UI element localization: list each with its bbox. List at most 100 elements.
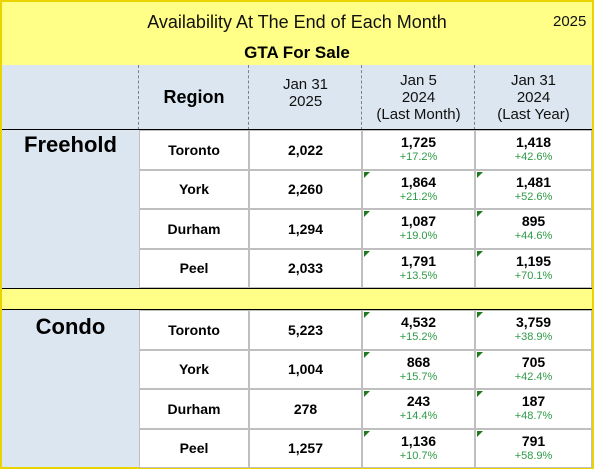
comment-marker-icon bbox=[364, 351, 370, 358]
region-cell: Durham bbox=[139, 209, 249, 249]
last-month-value: 868 bbox=[406, 353, 431, 370]
comment-marker-icon bbox=[364, 171, 370, 178]
last-month-value: 243 bbox=[406, 393, 431, 409]
current-value-cell: 1,294 bbox=[249, 209, 362, 249]
current-value-cell: 5,223 bbox=[249, 310, 362, 350]
last-month-cell: 868 +15.7% bbox=[362, 349, 475, 389]
comment-marker-icon bbox=[477, 171, 483, 178]
comment-marker-icon bbox=[477, 211, 483, 217]
comment-marker-icon bbox=[364, 391, 370, 397]
last-year-cell: 187 +48.7% bbox=[475, 389, 592, 429]
last-month-change: +19.0% bbox=[399, 230, 438, 242]
last-year-header-line-1: Jan 31 bbox=[510, 72, 557, 89]
header-bottom-rule bbox=[2, 129, 592, 130]
last-month-value: 4,532 bbox=[400, 314, 437, 330]
last-month-column-header: Jan 5 2024 (Last Month) bbox=[362, 65, 475, 130]
comment-marker-icon bbox=[477, 391, 483, 397]
region-column-header: Region bbox=[163, 87, 225, 107]
current-header-line-1: Jan 31 bbox=[282, 76, 329, 93]
comment-marker-icon bbox=[364, 430, 370, 437]
last-year-change: +42.4% bbox=[514, 370, 553, 383]
last-month-change: +14.4% bbox=[399, 410, 438, 422]
region-cell: Toronto bbox=[139, 310, 249, 350]
group-label-cell-condo bbox=[2, 310, 139, 467]
last-month-change: +15.7% bbox=[399, 370, 438, 383]
header-divider bbox=[138, 65, 139, 130]
last-month-change: +10.7% bbox=[399, 449, 438, 462]
last-year-value: 187 bbox=[521, 393, 546, 409]
header-row bbox=[2, 65, 592, 130]
current-value-cell: 278 bbox=[249, 389, 362, 429]
last-month-cell: 1,136 +10.7% bbox=[362, 428, 475, 468]
region-cell: Durham bbox=[139, 389, 249, 429]
last-year-value: 895 bbox=[521, 213, 546, 229]
last-year-value: 791 bbox=[521, 432, 546, 449]
last-month-value: 1,725 bbox=[400, 134, 437, 150]
last-year-cell: 791 +58.9% bbox=[475, 428, 592, 468]
last-month-header-line-1: Jan 5 bbox=[400, 72, 437, 89]
last-month-cell: 1,087 +19.0% bbox=[362, 209, 475, 249]
last-year-cell: 895 +44.6% bbox=[475, 209, 592, 249]
last-year-cell: 3,759 +38.9% bbox=[475, 310, 592, 350]
title-band bbox=[2, 2, 592, 65]
current-value-cell: 1,004 bbox=[249, 349, 362, 389]
last-month-change: +13.5% bbox=[399, 269, 438, 282]
last-year-cell: 705 +42.4% bbox=[475, 349, 592, 389]
current-value-cell: 2,033 bbox=[249, 248, 362, 288]
last-month-cell: 243 +14.4% bbox=[362, 389, 475, 429]
last-year-value: 1,481 bbox=[515, 173, 552, 190]
comment-marker-icon bbox=[364, 211, 370, 217]
last-year-change: +44.6% bbox=[514, 230, 553, 242]
table-subtitle: GTA For Sale bbox=[244, 43, 350, 62]
last-year-value: 3,759 bbox=[515, 314, 552, 330]
last-month-change: +17.2% bbox=[399, 151, 438, 163]
last-year-change: +42.6% bbox=[514, 151, 553, 163]
last-year-change: +38.9% bbox=[514, 331, 553, 343]
last-month-header-line-2: 2024 bbox=[401, 89, 436, 106]
last-year-value: 705 bbox=[521, 353, 546, 370]
current-value-cell: 1,257 bbox=[249, 428, 362, 468]
region-cell: Toronto bbox=[139, 130, 249, 170]
region-cell: York bbox=[139, 349, 249, 389]
last-year-change: +48.7% bbox=[514, 410, 553, 422]
current-column-header: Jan 31 2025 bbox=[249, 65, 362, 130]
last-year-change: +58.9% bbox=[514, 449, 553, 462]
group-separator bbox=[2, 288, 592, 310]
region-cell: Peel bbox=[139, 248, 249, 288]
region-cell: Peel bbox=[139, 428, 249, 468]
current-value-cell: 2,022 bbox=[249, 130, 362, 170]
last-year-change: +70.1% bbox=[514, 269, 553, 282]
header-divider bbox=[474, 65, 475, 130]
comment-marker-icon bbox=[477, 351, 483, 358]
last-month-cell: 4,532 +15.2% bbox=[362, 310, 475, 350]
header-divider bbox=[361, 65, 362, 130]
last-month-value: 1,087 bbox=[400, 213, 437, 229]
last-month-value: 1,864 bbox=[400, 173, 437, 190]
last-year-cell: 1,418 +42.6% bbox=[475, 130, 592, 170]
last-month-change: +15.2% bbox=[399, 331, 438, 343]
last-month-header-line-3: (Last Month) bbox=[376, 106, 461, 123]
current-value-cell: 2,260 bbox=[249, 169, 362, 209]
last-year-cell: 1,481 +52.6% bbox=[475, 169, 592, 209]
header-divider bbox=[248, 65, 249, 130]
last-month-cell: 1,864 +21.2% bbox=[362, 169, 475, 209]
current-header-line-2: 2025 bbox=[288, 93, 323, 110]
last-year-value: 1,195 bbox=[515, 252, 552, 269]
last-month-change: +21.2% bbox=[399, 190, 438, 203]
last-month-value: 1,136 bbox=[400, 432, 437, 449]
last-year-column-header: Jan 31 2024 (Last Year) bbox=[475, 65, 592, 130]
group-label-condo: Condo bbox=[35, 314, 106, 339]
year-label: 2025 bbox=[553, 13, 587, 30]
group-label-freehold: Freehold bbox=[24, 132, 117, 157]
comment-marker-icon bbox=[364, 312, 370, 318]
last-month-cell: 1,791 +13.5% bbox=[362, 248, 475, 288]
last-year-cell: 1,195 +70.1% bbox=[475, 248, 592, 288]
last-month-value: 1,791 bbox=[400, 252, 437, 269]
comment-marker-icon bbox=[477, 430, 483, 437]
group-label-cell-freehold bbox=[2, 130, 139, 288]
page-title: Availability At The End of Each Month bbox=[147, 12, 447, 32]
comment-marker-icon bbox=[477, 250, 483, 257]
last-year-header-line-3: (Last Year) bbox=[497, 106, 570, 123]
last-year-change: +52.6% bbox=[514, 190, 553, 203]
